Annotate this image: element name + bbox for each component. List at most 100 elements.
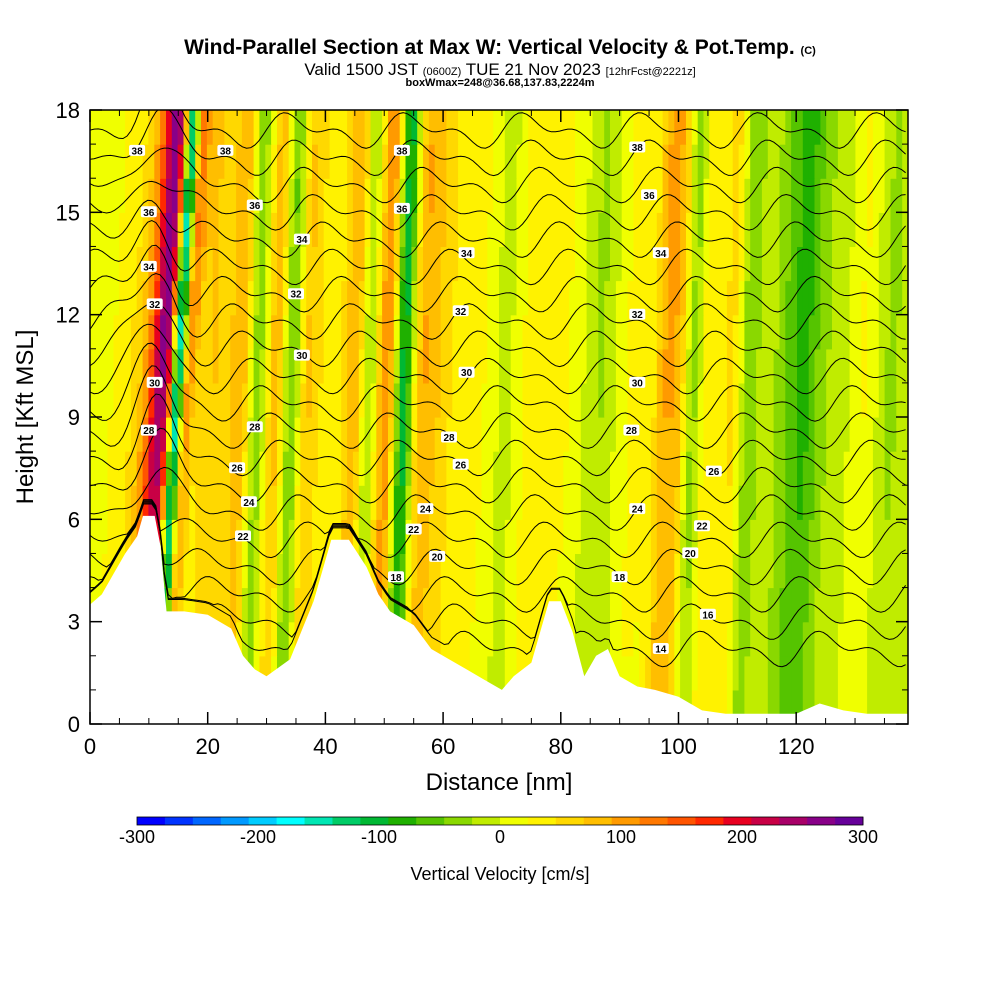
- velocity-cell: [575, 280, 582, 316]
- velocity-cell: [575, 587, 582, 623]
- velocity-cell: [253, 280, 260, 316]
- velocity-cell: [878, 144, 886, 179]
- velocity-cell: [224, 280, 231, 316]
- velocity-cell: [499, 655, 506, 691]
- velocity-cell: [423, 314, 430, 350]
- velocity-cell: [166, 246, 173, 282]
- velocity-cell: [773, 689, 780, 724]
- velocity-cell: [160, 144, 167, 179]
- velocity-cell: [738, 553, 745, 589]
- velocity-cell: [393, 280, 401, 316]
- contour-label: 20: [429, 550, 446, 563]
- velocity-cell: [773, 314, 780, 350]
- velocity-cell: [516, 178, 523, 213]
- velocity-cell: [265, 655, 272, 691]
- velocity-cell: [469, 587, 477, 623]
- velocity-cell: [650, 314, 658, 350]
- velocity-cell: [504, 212, 512, 247]
- velocity-cell: [113, 485, 120, 520]
- velocity-cell: [627, 655, 634, 691]
- velocity-cell: [785, 110, 792, 145]
- velocity-cell: [347, 382, 354, 418]
- velocity-cell: [610, 178, 617, 213]
- velocity-cell: [610, 110, 617, 145]
- velocity-cell: [452, 314, 459, 350]
- theta-contour-line: [90, 342, 906, 422]
- velocity-cell: [317, 178, 325, 213]
- velocity-cell: [487, 587, 494, 623]
- velocity-cell: [592, 212, 599, 247]
- velocity-cell: [779, 553, 786, 589]
- velocity-cell: [113, 451, 120, 486]
- velocity-cell: [545, 553, 553, 589]
- velocity-cell: [832, 451, 839, 486]
- velocity-cell: [423, 280, 430, 316]
- velocity-cell: [808, 553, 816, 589]
- colorbar-tick-label: -100: [361, 827, 397, 847]
- velocity-cell: [697, 348, 705, 384]
- velocity-cell: [902, 689, 908, 724]
- velocity-cell: [388, 587, 395, 623]
- velocity-cell: [832, 553, 839, 589]
- velocity-cell: [528, 348, 535, 384]
- velocity-cell: [376, 519, 383, 554]
- velocity-cell: [680, 655, 687, 691]
- velocity-cell: [791, 280, 798, 316]
- velocity-cell: [352, 178, 360, 213]
- velocity-cell: [499, 280, 506, 316]
- velocity-cell: [177, 212, 184, 247]
- velocity-cell: [563, 417, 570, 452]
- velocity-cell: [499, 587, 506, 623]
- colorbar-swatch: [500, 817, 529, 825]
- velocity-cell: [241, 144, 249, 179]
- velocity-cell: [534, 246, 541, 282]
- velocity-cell: [575, 212, 582, 247]
- velocity-cell: [686, 280, 693, 316]
- theta-contour-line: [90, 147, 906, 204]
- velocity-cell: [855, 178, 862, 213]
- velocity-cell: [604, 553, 611, 589]
- velocity-cell: [282, 348, 290, 384]
- velocity-cell: [241, 348, 249, 384]
- velocity-cell: [650, 212, 658, 247]
- y-tick-label: 0: [68, 712, 80, 737]
- velocity-cell: [610, 621, 617, 657]
- velocity-cell: [323, 212, 331, 247]
- contour-label-text: 22: [237, 532, 249, 543]
- velocity-cell: [855, 348, 862, 384]
- velocity-cell: [610, 519, 617, 554]
- velocity-cell: [668, 655, 675, 691]
- velocity-cell: [493, 348, 500, 384]
- velocity-cell: [662, 280, 669, 316]
- velocity-cell: [399, 519, 407, 554]
- velocity-cell: [872, 110, 880, 145]
- velocity-cell: [317, 280, 325, 316]
- theta-contour-line: [90, 393, 906, 477]
- velocity-cell: [428, 621, 436, 657]
- velocity-cell: [516, 451, 523, 486]
- velocity-cell: [294, 144, 301, 179]
- velocity-cell: [341, 485, 348, 520]
- velocity-cell: [224, 246, 231, 282]
- velocity-cell: [650, 382, 658, 418]
- velocity-cell: [534, 519, 541, 554]
- velocity-cell: [534, 382, 541, 418]
- velocity-cell: [417, 314, 424, 350]
- velocity-cell: [510, 246, 518, 282]
- velocity-cell: [481, 519, 488, 554]
- colorbar-swatch: [220, 817, 250, 825]
- velocity-cell: [522, 246, 529, 282]
- velocity-cell: [294, 348, 301, 384]
- velocity-cell: [662, 144, 669, 179]
- velocity-cell: [171, 280, 179, 316]
- velocity-cell: [703, 178, 710, 213]
- velocity-cell: [686, 144, 693, 179]
- x-tick-label: 60: [431, 734, 455, 759]
- velocity-cell: [621, 621, 629, 657]
- contour-label-text: 24: [632, 505, 644, 516]
- velocity-cell: [206, 110, 214, 145]
- velocity-cell: [247, 246, 255, 282]
- velocity-cell: [697, 178, 705, 213]
- velocity-cell: [674, 314, 681, 350]
- velocity-cell: [101, 212, 109, 247]
